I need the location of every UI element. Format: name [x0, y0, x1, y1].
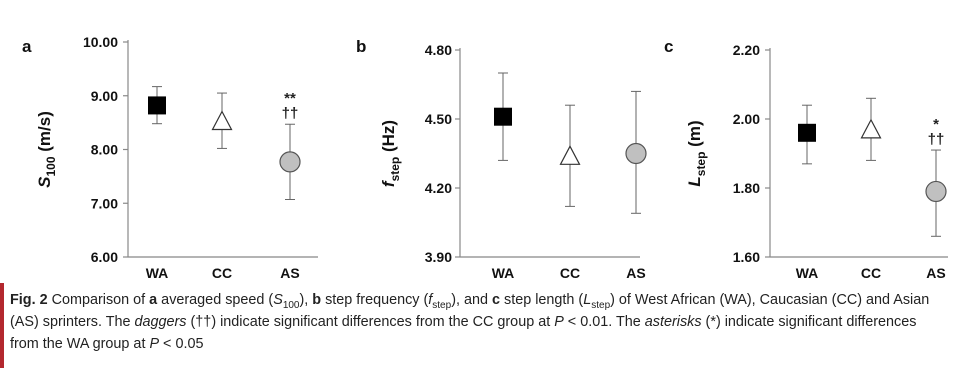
caption-symbol: P	[554, 314, 564, 330]
y-tick-label: 4.80	[425, 42, 452, 58]
caption-text: ), and	[451, 292, 492, 308]
panel-letter: b	[356, 37, 366, 56]
y-tick-label: 4.50	[425, 111, 452, 127]
caption-text: < 0.01. The	[563, 314, 645, 330]
data-point-triangle	[211, 110, 233, 131]
data-point-circle	[625, 142, 647, 165]
caption-text: ),	[299, 292, 313, 308]
caption-symbol: L	[583, 292, 592, 308]
chart-panel-c: c 1.60 1.80 2.00 2.20 Lstep (m) WA CC AS *††	[664, 37, 948, 281]
caption-panel-c: c	[492, 292, 501, 308]
caption-emphasis: asterisks	[644, 314, 702, 330]
caption-fig-label: Fig. 2	[10, 292, 48, 308]
data-point-square	[494, 107, 512, 126]
caption-subscript: step	[432, 299, 452, 311]
y-axis-label: S100 (m/s)	[35, 111, 58, 188]
caption-subscript: 100	[282, 299, 300, 311]
y-tick-label: 10.00	[83, 34, 118, 50]
y-axis-label-unit: (Hz)	[379, 120, 398, 157]
y-tick-label: 2.20	[733, 42, 760, 58]
y-axis-label-subscript: step	[694, 152, 708, 177]
caption-text: (††) indicate significant differences fr…	[186, 314, 555, 330]
caption-emphasis: daggers	[134, 314, 187, 330]
significance-marker: ††	[282, 105, 299, 122]
y-axis-label-subscript: step	[388, 157, 402, 182]
data-point-triangle	[559, 145, 581, 165]
x-tick-label: WA	[796, 265, 819, 281]
caption-text: (*) indicate significant differences fro…	[10, 314, 917, 352]
significance-marker: **	[284, 90, 296, 107]
caption-accent-rule	[0, 283, 4, 368]
x-tick-label: AS	[926, 265, 945, 281]
caption-text: < 0.05	[159, 336, 204, 352]
panel-letter: c	[664, 37, 673, 56]
data-point-square	[148, 96, 166, 115]
caption-symbol: S	[273, 292, 283, 308]
caption-panel-a: a	[149, 292, 158, 308]
caption-text: step frequency (	[321, 292, 429, 308]
caption-text: averaged speed (	[157, 292, 274, 308]
y-axis-label: Lstep (m)	[685, 120, 708, 186]
y-tick-label: 1.80	[733, 180, 760, 196]
x-tick-label: CC	[861, 265, 881, 281]
significance-marker: *	[933, 116, 939, 133]
panel-letter: a	[22, 37, 32, 56]
y-tick-label: 4.20	[425, 180, 452, 196]
x-tick-label: AS	[626, 265, 645, 281]
x-tick-label: WA	[146, 265, 169, 281]
y-tick-label: 3.90	[425, 249, 452, 265]
x-tick-label: WA	[492, 265, 515, 281]
chart-panel-b: b 3.90 4.20 4.50 4.80 fstep (Hz) WA CC AS	[356, 37, 647, 281]
y-tick-label: 2.00	[733, 111, 760, 127]
y-tick-label: 6.00	[91, 249, 118, 265]
figure-caption: Fig. 2 Comparison of a averaged speed (S…	[10, 289, 948, 355]
significance-marker: ††	[928, 131, 945, 148]
y-tick-label: 7.00	[91, 195, 118, 211]
caption-subscript: step	[591, 299, 611, 311]
data-point-square	[798, 123, 816, 142]
y-axis-label: fstep (Hz)	[379, 120, 402, 187]
caption-text: step length (	[500, 292, 584, 308]
y-tick-label: 9.00	[91, 88, 118, 104]
caption-panel-b: b	[312, 292, 322, 308]
y-tick-label: 1.60	[733, 249, 760, 265]
caption-symbol: P	[149, 336, 160, 352]
chart-panel-a: a 6.00 7.00 8.00 9.00 10.00 S100 (m/s) WA CC AS **…	[22, 34, 318, 281]
x-tick-label: CC	[560, 265, 580, 281]
y-axis-label-unit: (m)	[685, 120, 704, 151]
data-point-circle	[279, 151, 301, 173]
y-tick-label: 8.00	[91, 142, 118, 158]
y-axis-label-symbol: S	[35, 176, 54, 188]
caption-text: ) of West African (WA), Caucasian (CC) a…	[10, 292, 930, 330]
y-axis-label-symbol: f	[379, 179, 398, 187]
caption-text: Comparison of	[47, 292, 150, 308]
y-axis-label-symbol: L	[685, 176, 704, 186]
x-tick-label: CC	[212, 265, 232, 281]
x-tick-label: AS	[280, 265, 299, 281]
y-axis-label-subscript: 100	[44, 156, 58, 176]
caption-symbol: f	[428, 292, 433, 308]
data-point-triangle	[860, 118, 882, 139]
data-point-circle	[925, 180, 947, 203]
y-axis-label-unit: (m/s)	[35, 111, 54, 156]
